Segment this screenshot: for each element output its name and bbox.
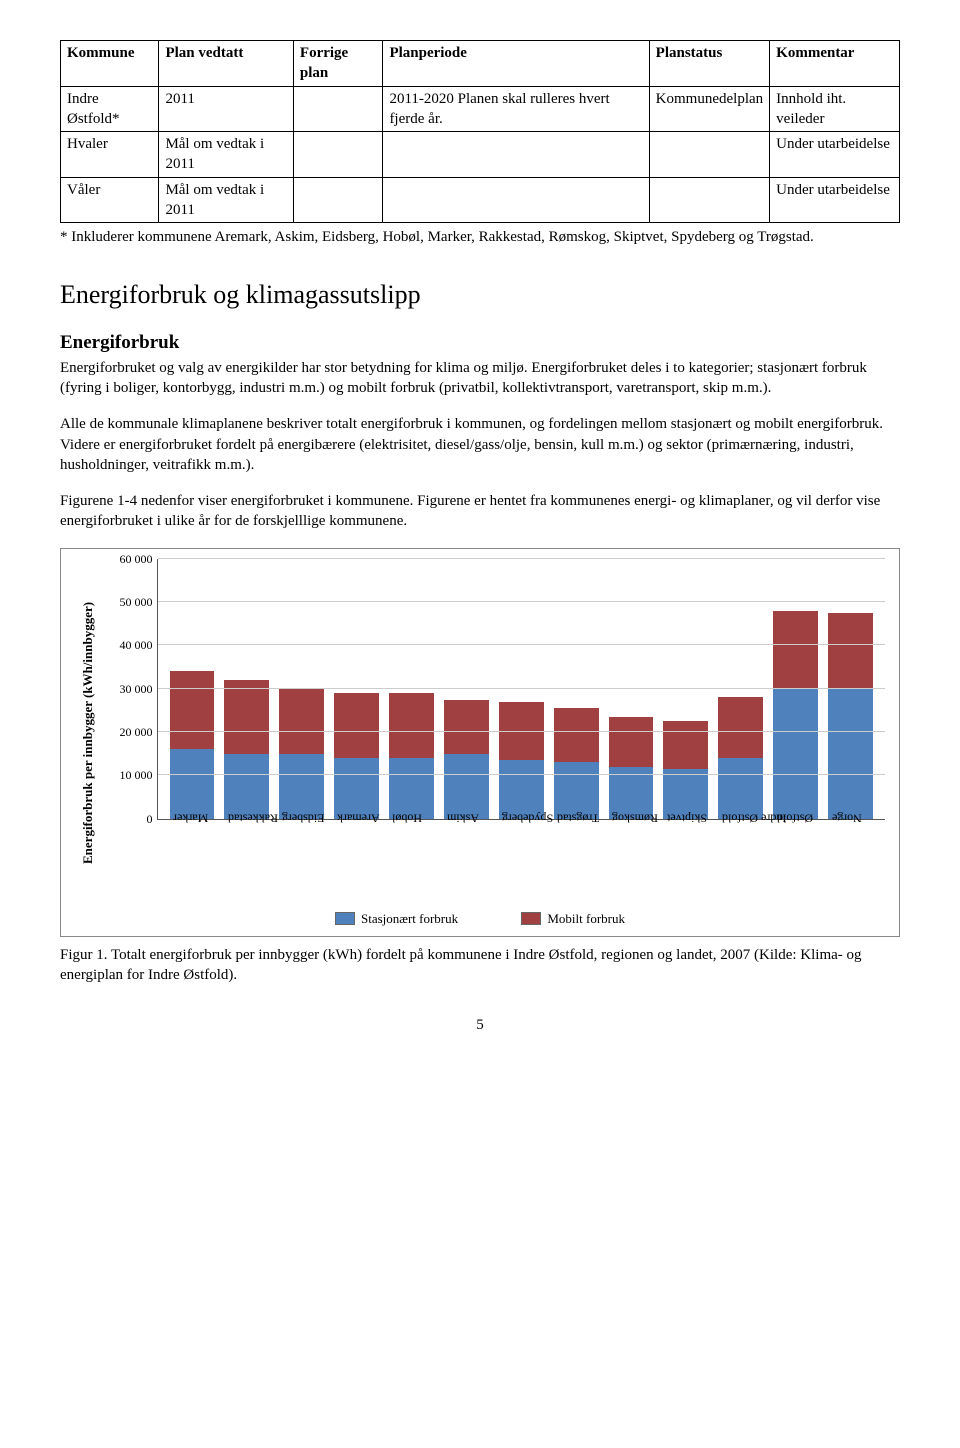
- bar-segment-mobilt: [334, 693, 379, 758]
- table-cell: [649, 132, 769, 178]
- bar: [554, 559, 599, 819]
- table-row: VålerMål om vedtak i 2011 Under utarbeide…: [61, 177, 900, 223]
- table-cell: [293, 177, 383, 223]
- table-cell: [383, 132, 649, 178]
- bar: [499, 559, 544, 819]
- bar-segment-mobilt: [609, 717, 654, 767]
- y-tick-label: 0: [101, 811, 153, 827]
- table-cell: Innhold iht. veileder: [770, 86, 900, 132]
- table-cell: Under utarbeidelse: [770, 132, 900, 178]
- table-header-cell: Forrige plan: [293, 41, 383, 87]
- body-paragraph: Alle de kommunale klimaplanene beskriver…: [60, 414, 900, 475]
- table-cell: [649, 177, 769, 223]
- legend-item-stasjonaert: Stasjonært forbruk: [335, 910, 458, 928]
- bar-segment-mobilt: [663, 721, 708, 769]
- table-cell: Mål om vedtak i 2011: [159, 132, 293, 178]
- bar-segment-mobilt: [224, 680, 269, 754]
- bar: [334, 559, 379, 819]
- legend-label: Stasjonært forbruk: [361, 910, 458, 928]
- table-cell: Hvaler: [61, 132, 159, 178]
- bar: [663, 559, 708, 819]
- table-footnote: * Inkluderer kommunene Aremark, Askim, E…: [60, 227, 900, 247]
- bar-segment-mobilt: [389, 693, 434, 758]
- plan-table: KommunePlan vedtattForrige planPlanperio…: [60, 40, 900, 223]
- y-tick-label: 50 000: [101, 594, 153, 610]
- section-heading: Energiforbruk og klimagassutslipp: [60, 277, 900, 312]
- body-paragraph: Figurene 1-4 nedenfor viser energiforbru…: [60, 491, 900, 532]
- table-header-cell: Planstatus: [649, 41, 769, 87]
- table-header-cell: Kommune: [61, 41, 159, 87]
- y-tick-label: 10 000: [101, 767, 153, 783]
- bar: [224, 559, 269, 819]
- energy-chart: Energiforbruk per innbygger (kWh/innbygg…: [60, 548, 900, 937]
- subsection-heading: Energiforbruk: [60, 330, 900, 356]
- bar-segment-mobilt: [554, 708, 599, 762]
- bar-segment-mobilt: [718, 697, 763, 758]
- table-row: Indre Østfold*2011 2011-2020 Planen skal …: [61, 86, 900, 132]
- y-tick-label: 20 000: [101, 724, 153, 740]
- bar-segment-mobilt: [444, 700, 489, 754]
- bar: [609, 559, 654, 819]
- table-header-cell: Planperiode: [383, 41, 649, 87]
- table-cell: 2011: [159, 86, 293, 132]
- table-cell: Kommunedelplan: [649, 86, 769, 132]
- table-cell: Indre Østfold*: [61, 86, 159, 132]
- bar: [718, 559, 763, 819]
- bar: [389, 559, 434, 819]
- table-cell: 2011-2020 Planen skal rulleres hvert fje…: [383, 86, 649, 132]
- bar-segment-mobilt: [773, 611, 818, 689]
- page-number: 5: [60, 1015, 900, 1035]
- legend-label: Mobilt forbruk: [547, 910, 625, 928]
- body-paragraph: Energiforbruket og valg av energikilder …: [60, 358, 900, 399]
- y-tick-label: 40 000: [101, 637, 153, 653]
- bar-segment-mobilt: [170, 671, 215, 749]
- y-tick-label: 30 000: [101, 681, 153, 697]
- legend-item-mobilt: Mobilt forbruk: [521, 910, 625, 928]
- table-header-cell: Kommentar: [770, 41, 900, 87]
- table-cell: Mål om vedtak i 2011: [159, 177, 293, 223]
- x-tick-label: Norge: [828, 797, 914, 842]
- table-cell: [293, 86, 383, 132]
- bar: [279, 559, 324, 819]
- bar: [170, 559, 215, 819]
- table-cell: Våler: [61, 177, 159, 223]
- chart-legend: Stasjonært forbruk Mobilt forbruk: [75, 910, 885, 930]
- figure-caption: Figur 1. Totalt energiforbruk per innbyg…: [60, 945, 900, 986]
- table-cell: [383, 177, 649, 223]
- table-header-cell: Plan vedtatt: [159, 41, 293, 87]
- bar: [444, 559, 489, 819]
- bar-segment-mobilt: [828, 613, 873, 689]
- bar: [828, 559, 873, 819]
- bar-segment-mobilt: [279, 689, 324, 754]
- chart-y-axis-label: Energiforbruk per innbygger (kWh/innbygg…: [75, 559, 101, 906]
- table-cell: Under utarbeidelse: [770, 177, 900, 223]
- y-tick-label: 60 000: [101, 551, 153, 567]
- table-cell: [293, 132, 383, 178]
- bar: [773, 559, 818, 819]
- table-row: HvalerMål om vedtak i 2011 Under utarbeid…: [61, 132, 900, 178]
